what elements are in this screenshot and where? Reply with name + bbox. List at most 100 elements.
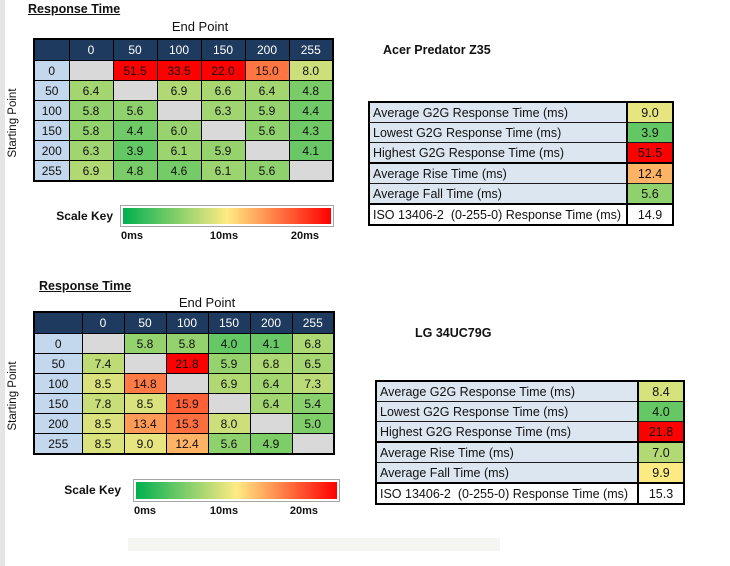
matrix-value-cell: 8.5 (81, 433, 125, 455)
summary-stats-table: Average G2G Response Time (ms) 8.4 Lowest … (375, 380, 685, 505)
matrix-diagonal-cell (291, 433, 335, 455)
matrix-value-cell: 4.3 (288, 120, 334, 141)
matrix-value-cell: 8.0 (288, 60, 334, 81)
starting-point-row-header: 150 (33, 393, 83, 414)
end-point-column-header: 50 (123, 311, 167, 334)
end-point-column-header: 255 (291, 311, 335, 334)
stats-value: 21.8 (637, 421, 685, 443)
matrix-value-cell: 22.0 (200, 60, 246, 81)
matrix-value-cell: 5.6 (244, 120, 290, 141)
end-point-axis-label: End Point (171, 19, 229, 34)
matrix-header-row: 0 50 100 150 200 255 (33, 311, 335, 334)
stats-row: ISO 13406-2 (0-255-0) Response Time (ms)… (368, 203, 674, 226)
matrix-row: 100 8.5 14.8 6.9 6.4 7.3 (33, 373, 335, 394)
matrix-value-cell: 6.9 (68, 160, 114, 182)
stats-value: 51.5 (626, 142, 674, 164)
matrix-row: 0 5.8 5.8 4.0 4.1 6.8 (33, 333, 335, 354)
matrix-value-cell: 5.8 (123, 333, 167, 354)
matrix-value-cell: 4.4 (112, 120, 158, 141)
end-point-column-header: 100 (156, 38, 202, 61)
matrix-value-cell: 4.8 (288, 80, 334, 101)
matrix-value-cell: 6.3 (68, 140, 114, 161)
matrix-value-cell: 4.4 (288, 100, 334, 121)
stats-value: 5.6 (626, 183, 674, 205)
matrix-value-cell: 6.1 (156, 140, 202, 161)
matrix-header-row: 0 50 100 150 200 255 (33, 38, 334, 61)
end-point-column-header: 150 (200, 38, 246, 61)
scale-tick-0ms: 0ms (121, 230, 144, 242)
scale-key-label: Scale Key (56, 209, 113, 223)
starting-point-row-header: 50 (33, 353, 83, 374)
matrix-row: 200 6.3 3.9 6.1 5.9 4.1 (33, 140, 334, 161)
stats-label: Average G2G Response Time (ms) (375, 380, 639, 402)
matrix-value-cell: 5.9 (200, 140, 246, 161)
end-point-column-header: 100 (165, 311, 209, 334)
scale-tick-0ms: 0ms (134, 505, 157, 517)
matrix-row: 200 8.5 13.4 15.3 8.0 5.0 (33, 413, 335, 434)
scale-tick-10ms: 10ms (209, 230, 239, 242)
matrix-value-cell: 5.8 (165, 333, 209, 354)
stats-row: Average G2G Response Time (ms) 8.4 (375, 380, 685, 402)
starting-point-row-header: 100 (33, 100, 70, 121)
bottom-divider-bar (128, 538, 500, 551)
stats-row: Highest G2G Response Time (ms) 51.5 (368, 142, 674, 164)
end-point-column-header: 150 (207, 311, 251, 334)
scale-tick-20ms: 20ms (290, 230, 319, 242)
stats-value: 4.0 (637, 401, 685, 422)
matrix-diagonal-cell (200, 120, 246, 141)
stats-value: 9.0 (626, 101, 674, 123)
matrix-value-cell: 5.6 (112, 100, 158, 121)
matrix-value-cell: 13.4 (123, 413, 167, 434)
matrix-value-cell: 4.1 (249, 333, 293, 354)
matrix-value-cell: 5.4 (291, 393, 335, 414)
end-point-column-header: 255 (288, 38, 334, 61)
stats-label: Highest G2G Response Time (ms) (375, 421, 639, 443)
matrix-value-cell: 7.8 (81, 393, 125, 414)
matrix-value-cell: 6.0 (156, 120, 202, 141)
stats-label: Average Fall Time (ms) (368, 183, 628, 205)
matrix-value-cell: 15.3 (165, 413, 209, 434)
matrix-diagonal-cell (249, 413, 293, 434)
stats-row: ISO 13406-2 (0-255-0) Response Time (ms)… (375, 482, 685, 505)
matrix-row: 50 7.4 21.8 5.9 6.8 6.5 (33, 353, 335, 374)
matrix-value-cell: 6.4 (249, 373, 293, 394)
matrix-corner-cell (33, 311, 83, 334)
starting-point-row-header: 150 (33, 120, 70, 141)
starting-point-row-header: 50 (33, 80, 70, 101)
stats-value: 7.0 (637, 441, 685, 463)
monitor-title: LG 34UC79G (415, 326, 492, 340)
matrix-value-cell: 15.0 (244, 60, 290, 81)
matrix-row: 100 5.8 5.6 6.3 5.9 4.4 (33, 100, 334, 121)
summary-stats-table: Average G2G Response Time (ms) 9.0 Lowest … (368, 101, 674, 226)
matrix-value-cell: 8.5 (81, 413, 125, 434)
matrix-diagonal-cell (207, 393, 251, 414)
matrix-value-cell: 6.4 (68, 80, 114, 101)
stats-label: Average Fall Time (ms) (375, 462, 639, 484)
matrix-row: 50 6.4 6.9 6.6 6.4 4.8 (33, 80, 334, 101)
matrix-value-cell: 14.8 (123, 373, 167, 394)
response-time-heatmap: 0 50 100 150 200 255 0 51.5 33.5 22.0 15.0 8.0 50 6.4… (33, 38, 334, 182)
matrix-value-cell: 7.4 (81, 353, 125, 374)
stats-value: 9.9 (637, 462, 685, 484)
stats-row: Highest G2G Response Time (ms) 21.8 (375, 421, 685, 443)
scale-gradient (123, 208, 331, 224)
stats-value: 3.9 (626, 122, 674, 143)
starting-point-row-header: 200 (33, 413, 83, 434)
stats-value: 15.3 (637, 482, 685, 505)
matrix-diagonal-cell (123, 353, 167, 374)
matrix-value-cell: 5.8 (68, 100, 114, 121)
matrix-value-cell: 6.9 (156, 80, 202, 101)
matrix-diagonal-cell (156, 100, 202, 121)
starting-point-axis-label: Starting Point (7, 361, 19, 431)
matrix-value-cell: 6.9 (207, 373, 251, 394)
matrix-value-cell: 4.1 (288, 140, 334, 161)
matrix-value-cell: 5.6 (244, 160, 290, 182)
stats-row: Average Rise Time (ms) 7.0 (375, 441, 685, 463)
matrix-row: 255 8.5 9.0 12.4 5.6 4.9 (33, 433, 335, 455)
starting-point-row-header: 255 (33, 160, 70, 182)
matrix-value-cell: 9.0 (123, 433, 167, 455)
stats-value: 12.4 (626, 162, 674, 184)
matrix-value-cell: 6.8 (291, 333, 335, 354)
stats-value: 8.4 (637, 380, 685, 402)
